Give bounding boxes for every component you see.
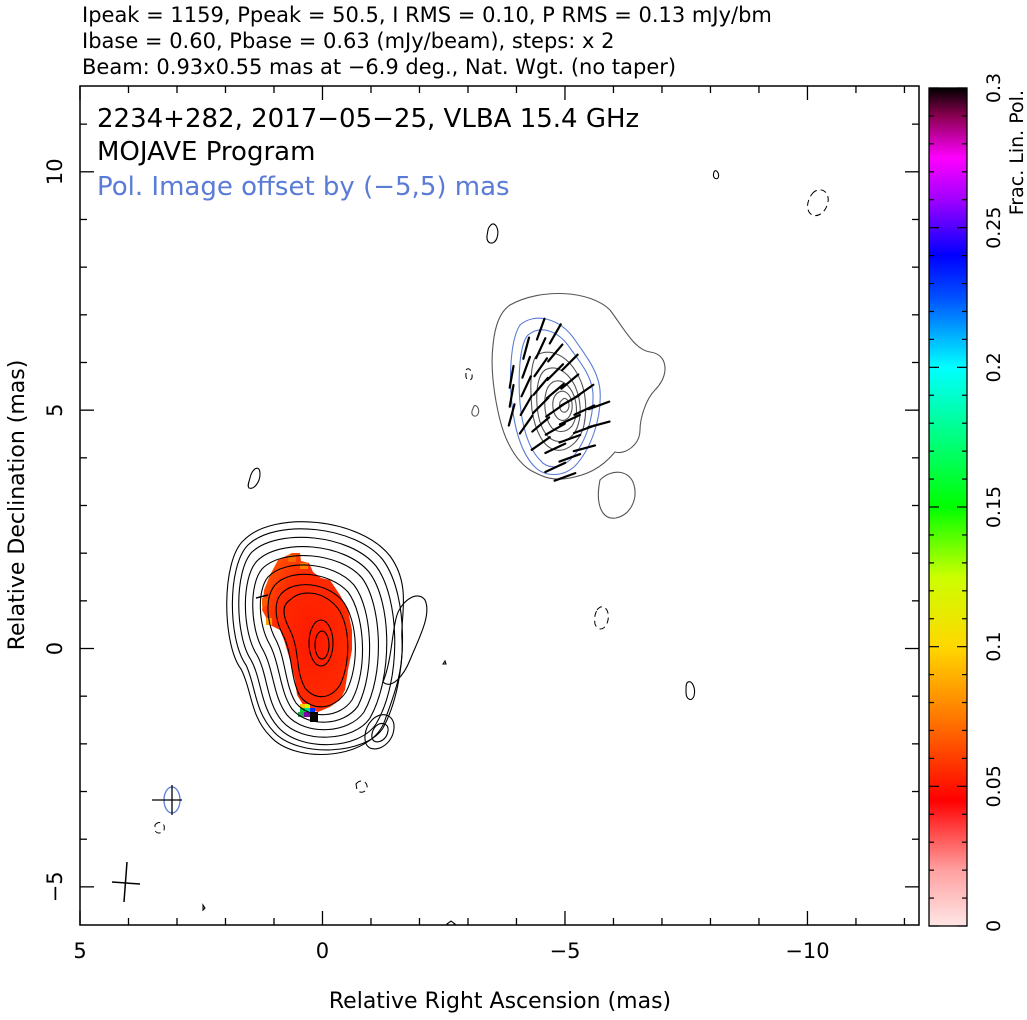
negative-contours [154,189,829,834]
evpa-vector [507,403,516,427]
evpa-vector [547,343,564,363]
evpa-vector [573,404,596,416]
x-tick-label: −5 [549,939,580,963]
evpa-vector [531,396,550,415]
evpa-vector [548,323,562,345]
colorbar-tick-label: 0.2 [983,352,1005,382]
evpa-vector [558,433,582,444]
evpa-vector [546,363,565,381]
evpa-vector [522,336,531,360]
evpa-vector [535,317,546,341]
axis-tick-labels: 5 0 −5 −10 −5 0 5 10 [43,158,830,963]
evpa-vector [558,413,581,426]
pol-offset-contours [471,292,666,519]
y-tick-label: 5 [43,403,67,416]
evpa-vector [545,402,566,418]
plot-frame [79,85,920,926]
evpa-vector [572,444,597,453]
header-stats-line: Ipeak = 1159, Ppeak = 50.5, I RMS = 0.10… [82,3,772,27]
colorbar-tick-label: 0 [983,920,1005,932]
y-axis-label: Relative Declination (mas) [5,360,30,651]
evpa-vector [530,436,551,451]
evpa-vector [519,394,533,417]
y-tick-label: 0 [43,642,67,655]
frac-pol-fill [262,553,352,712]
evpa-vector [544,461,567,474]
evpa-vector [534,337,547,360]
header-beam-line: Beam: 0.93x0.55 mas at −6.9 deg., Nat. W… [82,55,676,79]
evpa-vector [518,414,534,435]
evpa-vector [587,420,611,429]
x-tick-label: −10 [785,939,829,963]
evpa-vector [533,357,549,378]
evpa-vector [545,382,565,400]
y-tick-label: −5 [43,871,67,902]
evpa-vector [520,375,532,398]
colorbar-tick-label: 0.25 [983,207,1005,249]
evpa-vector [560,373,580,390]
evpa-vector [508,364,515,389]
evpa-vector [544,422,566,436]
evpa-vector [553,472,577,482]
beam-markers [111,594,269,903]
evpa-vector [508,383,515,408]
x-tick-label: 0 [316,939,329,963]
header-base-line: Ibase = 0.60, Pbase = 0.63 (mJy/beam), s… [82,29,614,53]
evpa-vector [521,355,532,379]
evpa-vector [531,416,551,433]
plot-title-program: MOJAVE Program [97,137,315,167]
colorbar-ticks: 0 0.05 0.1 0.15 0.2 0.25 0.3 [929,73,1005,932]
evpa-vector [560,353,579,372]
colorbar-tick-label: 0.05 [983,765,1005,807]
x-tick-label: 5 [73,939,86,963]
evpa-vector [558,452,582,463]
x-axis-label: Relative Right Ascension (mas) [329,989,671,1014]
plot-title-offset: Pol. Image offset by (−5,5) mas [97,172,510,202]
evpa-vectors [507,317,611,482]
evpa-vector [532,376,549,396]
colorbar-tick-label: 0.15 [983,486,1005,528]
evpa-vector [544,442,567,455]
y-tick-label: 10 [43,158,67,185]
colorbar-tick-label: 0.3 [983,73,1005,103]
colorbar-tick-label: 0.1 [983,632,1005,662]
evpa-vector [587,400,611,411]
stokes-i-contours [202,170,720,925]
axes [79,86,919,925]
colorbar-label: Frac. Lin. Pol. [1006,90,1027,215]
plot-title-source: 2234+282, 2017−05−25, VLBA 15.4 GHz [97,104,639,134]
